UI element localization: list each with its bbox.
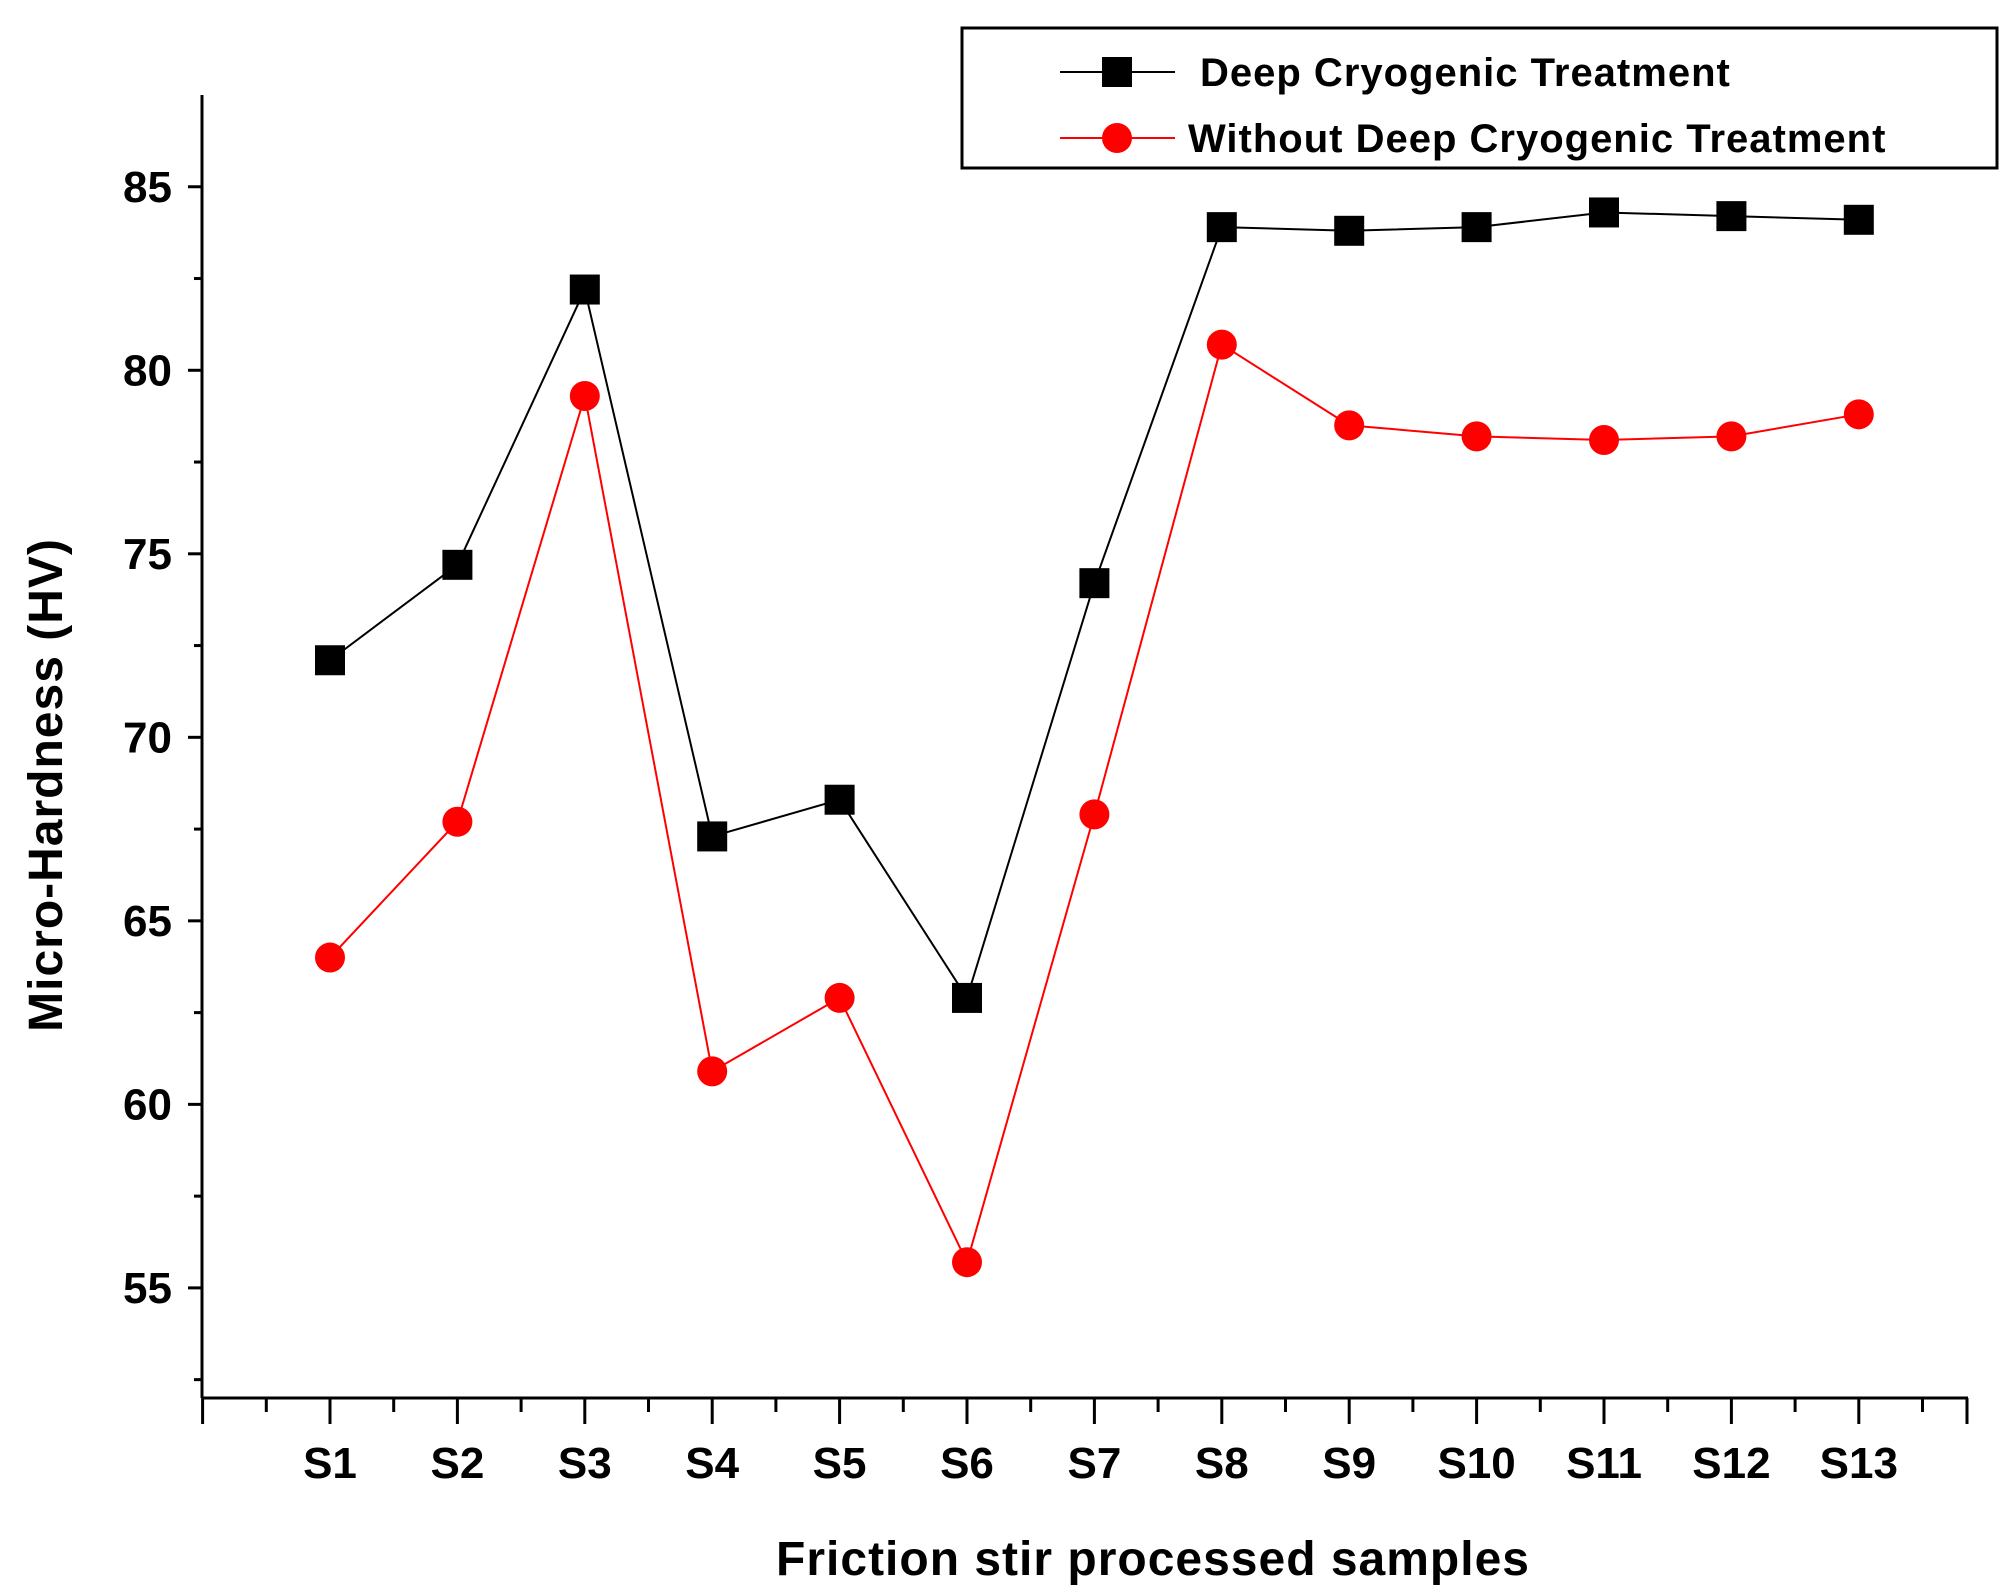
x-tick-label-S10: S10 <box>1437 1439 1515 1488</box>
series-1-point-S13 <box>1843 204 1874 235</box>
series-1-point-S12 <box>1716 201 1747 232</box>
series-2-point-S4 <box>697 1056 728 1087</box>
x-tick-label-S6: S6 <box>940 1439 994 1488</box>
y-axis-title: Micro-Hardness (HV) <box>20 538 73 1032</box>
y-tick-label-65: 65 <box>123 897 172 946</box>
series-2-point-S7 <box>1079 799 1110 830</box>
series-1-point-S11 <box>1589 197 1619 228</box>
y-tick-label-55: 55 <box>123 1264 172 1313</box>
x-tick-label-S1: S1 <box>303 1439 357 1488</box>
x-ticks: S1 S2 S3 S4 S5 S6 S7 S8 S9 S10 S11 S12 S13 <box>201 1398 1969 1488</box>
series-2-point-S9 <box>1334 410 1365 441</box>
legend-label-2: Without Deep Cryogenic Treatment <box>1188 117 1886 161</box>
series-2-point-S10 <box>1461 421 1492 452</box>
y-tick-label-80: 80 <box>123 346 172 395</box>
y-tick-label-85: 85 <box>123 163 172 212</box>
x-tick-label-S13: S13 <box>1820 1439 1898 1488</box>
series-2-point-S13 <box>1843 399 1874 430</box>
legend-swatch-marker-2 <box>1102 123 1132 153</box>
series-2-point-S12 <box>1716 421 1747 452</box>
x-tick-label-S3: S3 <box>558 1439 612 1488</box>
series-1-point-S1 <box>315 645 345 676</box>
series-1-point-S7 <box>1079 568 1110 599</box>
y-tick-label-60: 60 <box>123 1080 172 1129</box>
y-tick-label-70: 70 <box>123 713 172 762</box>
series-2-point-S2 <box>442 806 473 837</box>
series-1-point-S10 <box>1461 212 1492 243</box>
y-ticks: 55 60 65 70 75 80 85 <box>123 163 202 1382</box>
legend-item-1: Deep Cryogenic Treatment <box>1060 51 1731 95</box>
series-2-point-S5 <box>824 982 855 1013</box>
series-2-point-S1 <box>315 942 345 973</box>
series-layer <box>315 197 1874 1278</box>
series-1-point-S6 <box>952 982 982 1013</box>
series-1-point-S8 <box>1206 212 1237 243</box>
legend-swatch-marker-1 <box>1102 57 1132 87</box>
x-tick-label-S5: S5 <box>813 1439 867 1488</box>
series-2-point-S3 <box>569 380 600 411</box>
series-1-point-S2 <box>442 549 473 580</box>
legend-item-2: Without Deep Cryogenic Treatment <box>1060 117 1886 161</box>
axes <box>200 95 1968 1400</box>
series-1-line <box>329 211 1859 1001</box>
series-1-point-S3 <box>569 274 600 305</box>
x-tick-label-S12: S12 <box>1692 1439 1770 1488</box>
series-1-point-S9 <box>1334 215 1365 246</box>
x-tick-label-S11: S11 <box>1566 1439 1642 1488</box>
legend: Deep Cryogenic Treatment Without Deep Cry… <box>960 26 1999 170</box>
x-tick-label-S7: S7 <box>1067 1439 1121 1488</box>
legend-box <box>960 26 1999 170</box>
x-axis-title: Friction stir processed samples <box>776 1533 1530 1586</box>
series-2-point-S6 <box>952 1247 982 1278</box>
x-tick-label-S4: S4 <box>685 1439 739 1488</box>
series-2-point-S8 <box>1206 329 1237 360</box>
legend-label-1: Deep Cryogenic Treatment <box>1200 51 1731 95</box>
series-1-point-S4 <box>697 821 728 852</box>
series-2 <box>315 329 1874 1278</box>
series-2-point-S11 <box>1589 425 1619 456</box>
x-tick-label-S2: S2 <box>430 1439 484 1488</box>
series-1 <box>315 197 1874 1013</box>
x-tick-label-S9: S9 <box>1322 1439 1376 1488</box>
y-tick-label-75: 75 <box>123 530 172 579</box>
series-1-point-S5 <box>824 784 855 815</box>
x-tick-label-S8: S8 <box>1195 1439 1249 1488</box>
